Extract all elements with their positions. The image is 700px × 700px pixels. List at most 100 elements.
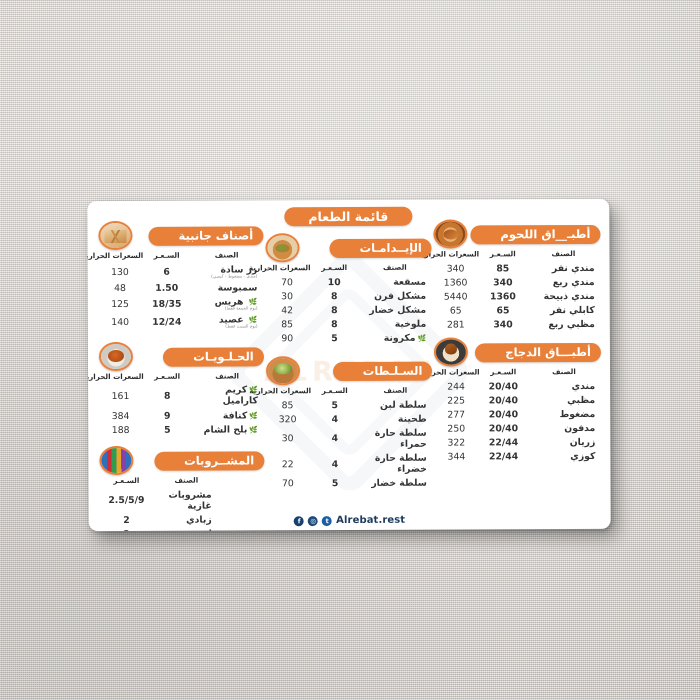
column-stews-salads: الإيــدامـات الصنف السـعـر السعرات الحرا… (249, 207, 433, 527)
column-sides-sweets-drinks: أصناف جانبية الصنف السـعـر السعرات الحرا… (87, 207, 265, 531)
table-row: سمبوسة 1.50 48 (97, 281, 264, 296)
item-sublabel: (مندي - مضغوط - كبسي) (211, 273, 258, 280)
table-row: مندي نفر 85 340 (432, 261, 601, 276)
item-name: مندي (571, 380, 596, 392)
table-row: مشروبات غازية 2.5/5/9 (98, 488, 218, 514)
twitter-icon[interactable]: t (322, 515, 333, 526)
item-price: 2 (98, 528, 156, 531)
col-header-name: الصنف (214, 250, 239, 260)
item-price: 5 (331, 478, 339, 490)
item-calories: 90 (281, 333, 294, 345)
section-stews-header: الإيــدامـات (263, 233, 432, 263)
item-calories: 225 (447, 395, 466, 407)
table-row: مشكل فرن 8 30 (263, 289, 432, 304)
instagram-icon[interactable]: ◎ (308, 515, 319, 526)
section-sweets-title: الحـلـويـات (163, 347, 264, 367)
section-salads: السـلـطات الصنف السـعـر السعرات الحرارية… (249, 356, 433, 492)
item-calories: 5440 (443, 291, 468, 303)
item-label: كنافة (222, 409, 248, 422)
item-price: 22/44 (488, 451, 519, 463)
col-header-price: السـعـر (153, 250, 180, 260)
stew-bowl-photo (265, 233, 300, 263)
drink-cans-photo (99, 446, 134, 476)
item-name: 🌿 عصيد (يوم السبت فقط) (190, 313, 263, 332)
item-name: مشكل خضار (369, 304, 427, 316)
item-name: 🌿كريم كاراميل (190, 383, 263, 409)
table-row: سلطة حارة خضراء 4 22 (264, 451, 433, 477)
chicken-table: الصنف السـعـر السعرات الحرارية مندي 20/4… (417, 367, 602, 465)
col-header-calories: السعرات الحرارية (417, 367, 480, 377)
item-name: مظبي ربع (548, 319, 595, 331)
item-calories: 125 (111, 298, 129, 311)
meat-plate-photo (433, 219, 468, 249)
item-price: 8 (331, 290, 338, 302)
item-price: 8 (331, 319, 338, 331)
item-calories: 250 (447, 423, 466, 435)
section-sweets-header: الحـلـويـات (97, 341, 264, 371)
item-price: 8 (331, 305, 338, 317)
section-sides-header: أصناف جانبية (96, 220, 264, 251)
item-calories: 85 (281, 319, 294, 331)
item-label: بلح الشام (203, 424, 248, 436)
section-salads-header: السـلـطات (264, 356, 433, 386)
item-calories: 22 (281, 458, 294, 470)
item-calories: 320 (278, 413, 297, 426)
item-price: 340 (493, 319, 513, 331)
item-name: مضغوط (559, 408, 596, 420)
item-label: مسقعة (393, 276, 427, 288)
leaf-icon: 🌿 (249, 426, 259, 435)
salads-table: الصنف السـعـر السعرات الحرارية سلطة لبن … (249, 385, 433, 492)
table-row: مدفون 20/40 250 (433, 421, 602, 436)
item-price: 5 (164, 424, 171, 436)
item-name: مندي ذبيحة (543, 290, 595, 303)
item-name: مدفون (564, 423, 596, 435)
section-chicken-header: أطبـــاق الدجاج (432, 337, 601, 367)
stews-table: الصنف السـعـر السعرات الحرارية مسقعة 10 … (249, 262, 433, 347)
item-price: 1.50 (155, 282, 179, 294)
item-name: مندي ربع (552, 276, 595, 288)
item-price: 4 (331, 458, 339, 470)
dessert-bowl-photo (98, 341, 134, 371)
section-salads-title: السـلـطات (332, 361, 433, 382)
item-calories: 188 (111, 424, 130, 436)
section-drinks-title: المشــروبات (154, 451, 265, 472)
samosa-photo (98, 220, 133, 251)
table-row: زريان 22/44 322 (433, 436, 602, 451)
section-meat-header: أطبـ__اق اللحوم (432, 219, 601, 249)
item-calories: 70 (281, 478, 294, 490)
section-sweets: الحـلـويـات الصنف السـعـر السعرات الحرار… (87, 341, 264, 437)
item-name: 🌿كنافة (191, 408, 264, 423)
table-row: مظبي 20/40 225 (433, 393, 602, 408)
table-row: 🌿كنافة 9 384 (97, 408, 264, 423)
footer-social-bar: f ◎ t Alrebat.rest (89, 514, 611, 527)
section-meat: أطبـ__اق اللحوم الصنف السـعـر السعرات ال… (417, 219, 601, 333)
leaf-icon: 🌿 (248, 316, 258, 325)
item-calories: 42 (281, 305, 294, 317)
section-drinks-header: المشــروبات (97, 446, 265, 476)
col-header-name: الصنف (382, 262, 407, 272)
item-calories: 277 (447, 409, 466, 421)
item-calories: 384 (111, 410, 130, 422)
table-row: سلطة لبن 5 85 (264, 398, 433, 413)
item-name: لبن (155, 527, 217, 531)
table-row: مندي ربع 340 1360 (432, 275, 601, 290)
col-header-name: الصنف (383, 385, 408, 395)
item-price: 22/44 (488, 437, 519, 449)
table-row: 🌿مكرونة 5 90 (264, 331, 433, 346)
item-price: 85 (496, 262, 510, 274)
item-name: سلطة خضار (371, 477, 427, 490)
leaf-icon: 🌿 (248, 298, 258, 307)
social-handle: Alrebat.rest (336, 514, 406, 527)
item-name: 🌿بلح الشام (191, 422, 264, 437)
item-price: 5 (331, 399, 339, 411)
section-stews-title: الإيــدامـات (329, 238, 432, 259)
meat-table: الصنف السـعـر السعرات الحرارية مندي نفر … (417, 249, 601, 333)
item-calories: 322 (447, 437, 466, 449)
item-calories: 65 (449, 305, 462, 317)
facebook-icon[interactable]: f (294, 515, 305, 526)
item-name: سلطة لبن (379, 399, 427, 411)
col-header-calories: السعرات الحرارية (87, 250, 144, 261)
item-calories: 1360 (443, 277, 468, 289)
item-calories: 244 (447, 381, 465, 393)
item-name: 🌿 هريس (يوم الجمعة فقط) (190, 295, 263, 314)
